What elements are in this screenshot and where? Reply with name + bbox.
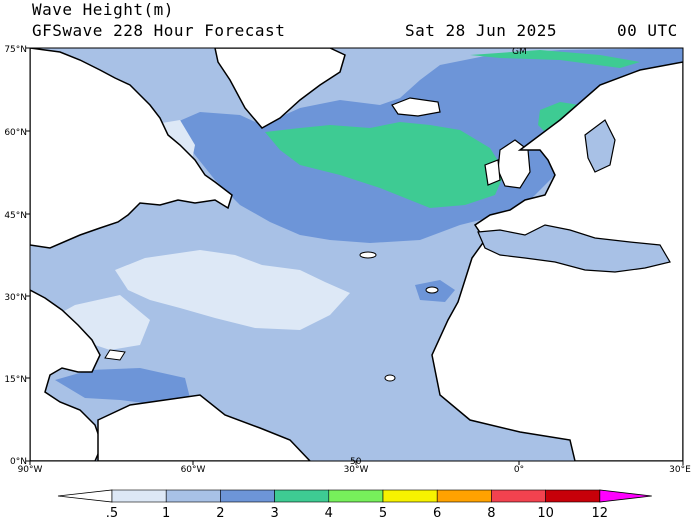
longitude-axis: 90°W 60°W 30°W 0° 30°E — [18, 461, 691, 475]
colorbar-level-label: 10 — [537, 506, 554, 521]
lat-tick-30: 30°N — [4, 293, 27, 303]
colorbar-level-label: 8 — [487, 506, 495, 521]
land-canaries — [425, 286, 439, 294]
colorbar-level-label: 3 — [270, 506, 278, 521]
chart-title: Wave Height(m) — [32, 0, 174, 19]
colorbar-segment — [545, 489, 601, 503]
land-south-america — [97, 394, 312, 461]
sea-baltic — [584, 119, 616, 173]
land-azores — [359, 251, 377, 259]
wave-3-4m-north-atlantic — [265, 122, 505, 208]
lat-tick-75: 75°N — [4, 45, 27, 55]
colorbar-segment — [274, 489, 330, 503]
colorbar-level-label: 5 — [379, 506, 387, 521]
map-area — [30, 48, 683, 461]
lat-tick-45: 45°N — [4, 211, 27, 221]
colorbar-level-label: 12 — [592, 506, 609, 521]
lon-tick-90w: 90°W — [18, 465, 43, 475]
colorbar-level-label: .5 — [106, 506, 118, 521]
sea-mediterranean — [477, 224, 671, 273]
colorbar-segment — [436, 489, 492, 503]
colorbar-arrow-low — [57, 489, 113, 503]
wave-3-4m-arctic — [470, 50, 640, 68]
colorbar-segment — [220, 489, 275, 503]
colorbar-level-label: 6 — [433, 506, 441, 521]
colorbar-arrow-high — [599, 489, 652, 503]
land-greenland — [214, 48, 346, 129]
colorbar-level-label: 4 — [325, 506, 333, 521]
wave-3-4m-norwegian-sea — [538, 102, 580, 135]
lon-tick-30e: 30°E — [669, 465, 691, 475]
forecast-time: 00 UTC — [617, 21, 678, 40]
colorbar-level-label: 2 — [216, 506, 224, 521]
land-cuba — [104, 349, 126, 361]
colorbar-segment — [111, 489, 167, 503]
land-cape-verde — [384, 374, 396, 382]
contour-label-gm: GM — [512, 47, 527, 57]
colorbar-level-label: 1 — [162, 506, 170, 521]
colorbar-legend: .5 1 2 3 4 5 6 8 10 12 — [57, 489, 652, 521]
land-north-america — [30, 48, 233, 249]
lat-tick-60: 60°N — [4, 128, 27, 138]
land-iceland — [391, 97, 441, 117]
lon-tick-60w: 60°W — [181, 465, 206, 475]
forecast-date: Sat 28 Jun 2025 — [405, 21, 557, 40]
lon-tick-0: 0° — [514, 465, 524, 475]
colorbar-segment — [165, 489, 221, 503]
land-ireland — [484, 159, 501, 186]
wave-05-1m-subtropical — [115, 250, 350, 330]
colorbar-segment — [491, 489, 546, 503]
lat-tick-0: 0°N — [10, 457, 27, 467]
lat-tick-15: 15°N — [4, 375, 27, 385]
colorbar-segment — [328, 489, 384, 503]
forecast-subtitle: GFSwave 228 Hour Forecast — [32, 21, 286, 40]
colorbar-segment — [382, 489, 438, 503]
wave-2-3m-caribbean — [55, 368, 190, 405]
latitude-axis: 0°N 15°N 30°N 45°N 60°N 75°N — [4, 45, 30, 467]
lon-tick-30w: 30°W — [344, 465, 369, 475]
